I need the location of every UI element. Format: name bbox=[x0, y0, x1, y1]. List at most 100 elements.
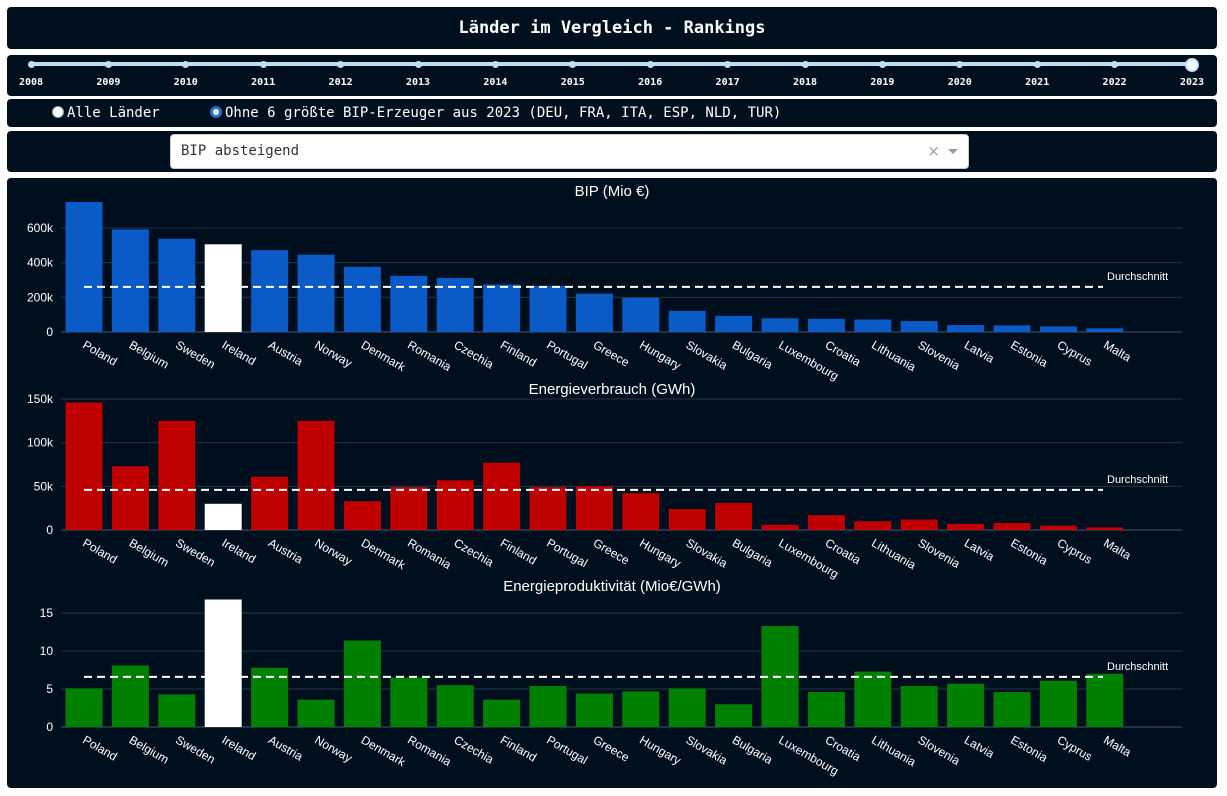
chart1-bar-croatia bbox=[807, 318, 845, 332]
slider-tick-2018[interactable] bbox=[801, 61, 809, 68]
chart3-xtick-label: Belgium bbox=[127, 733, 172, 767]
chart2-bar-finland bbox=[483, 462, 521, 530]
slider-tick-2011[interactable] bbox=[259, 61, 267, 68]
chart1-ytick-label: 200k bbox=[27, 290, 54, 304]
slider-tick-2021[interactable] bbox=[1033, 61, 1041, 68]
slider-tick-2009[interactable] bbox=[104, 61, 112, 68]
chart2-xtick-label: Romania bbox=[405, 536, 454, 572]
chart1-bar-malta bbox=[1086, 328, 1124, 332]
chart3-xtick-label: Portugal bbox=[544, 733, 590, 767]
slider-year-label-2022[interactable]: 2022 bbox=[1102, 77, 1127, 88]
slider-tick-2010[interactable] bbox=[182, 61, 190, 68]
chart3-xtick-label: Czechia bbox=[452, 733, 497, 767]
chart3-bar-hungary bbox=[622, 691, 660, 727]
slider-tick-2017[interactable] bbox=[724, 61, 732, 68]
chart1-ytick-label: 0 bbox=[46, 325, 53, 339]
chart1-xtick-label: Bulgaria bbox=[730, 338, 775, 372]
slider-tick-2012[interactable] bbox=[337, 61, 345, 68]
slider-tick-2008[interactable] bbox=[27, 61, 35, 68]
slider-tick-2019[interactable] bbox=[878, 61, 886, 68]
slider-year-label-2013[interactable]: 2013 bbox=[405, 77, 431, 88]
slider-handle[interactable] bbox=[1185, 58, 1199, 72]
chart1-bar-norway bbox=[297, 254, 335, 332]
chart1-xtick-label: Austria bbox=[266, 338, 306, 369]
chart3-xtick-label: Norway bbox=[312, 733, 354, 765]
chart3-bar-greece bbox=[575, 693, 613, 727]
chart1-average-label: Durchschnitt bbox=[1107, 271, 1168, 283]
sort-dropdown-panel: BIP absteigend × bbox=[7, 131, 1217, 172]
radio-button-unchecked[interactable] bbox=[52, 106, 64, 118]
chevron-down-icon[interactable] bbox=[948, 149, 958, 154]
slider-tick-2022[interactable] bbox=[1111, 61, 1119, 68]
chart1-ytick-label: 400k bbox=[27, 256, 54, 270]
chart1-xtick-label: Hungary bbox=[637, 338, 683, 373]
chart2-bar-hungary bbox=[622, 493, 660, 530]
chart1-xtick-label: Estonia bbox=[1008, 338, 1050, 370]
slider-tick-2015[interactable] bbox=[569, 61, 577, 68]
chart1-bar-belgium bbox=[111, 229, 149, 332]
chart2-xtick-label: Bulgaria bbox=[730, 536, 775, 570]
charts-panel: BIP (Mio €) 0 200k 400k 600k Poland Belgium Swe… bbox=[7, 178, 1217, 788]
radio-label-without: Ohne 6 größte BIP-Erzeuger aus 2023 (DEU… bbox=[225, 105, 782, 121]
chart1-bar-ireland bbox=[204, 244, 242, 332]
chart2-bar-latvia bbox=[947, 523, 985, 530]
slider-year-label-2009[interactable]: 2009 bbox=[96, 77, 121, 88]
chart3-title: Energieproduktivität (Mio€/GWh) bbox=[503, 578, 721, 595]
chart2-xtick-label: Cyprus bbox=[1055, 536, 1095, 567]
slider-year-label-2008[interactable]: 2008 bbox=[18, 77, 44, 88]
sort-dropdown[interactable]: BIP absteigend × bbox=[170, 134, 969, 169]
slider-year-label-2015[interactable]: 2015 bbox=[560, 77, 585, 88]
year-slider[interactable]: 2008 2009 2010 2011 2012 2013 2014 2015 2016 2017… bbox=[7, 55, 1217, 96]
chart2-bar-luxembourg bbox=[761, 524, 799, 530]
slider-year-label-2017[interactable]: 2017 bbox=[715, 77, 740, 88]
chart2-bar-estonia bbox=[993, 523, 1031, 530]
slider-tick-2013[interactable] bbox=[414, 61, 422, 68]
year-slider-track[interactable]: 2008 2009 2010 2011 2012 2013 2014 2015 2016 2017… bbox=[7, 55, 1217, 96]
slider-year-label-2016[interactable]: 2016 bbox=[638, 77, 663, 88]
chart2-xtick-label: Slovakia bbox=[684, 536, 731, 571]
chart1-xtick-label: Sweden bbox=[173, 338, 218, 372]
chart3-bar-romania bbox=[390, 677, 428, 727]
chart2-average-label: Durchschnitt bbox=[1107, 474, 1168, 486]
slider-year-label-2012[interactable]: 2012 bbox=[328, 77, 353, 88]
chart3-ytick-label: 5 bbox=[46, 682, 53, 696]
chart3-xtick-label: Hungary bbox=[637, 733, 683, 768]
chart2-xtick-label: Estonia bbox=[1008, 536, 1050, 568]
chart1-xtick-label: Ireland bbox=[220, 338, 259, 368]
chart1-bar-hungary bbox=[622, 297, 660, 332]
chart3-bar-estonia bbox=[993, 692, 1031, 727]
slider-year-label-2023[interactable]: 2023 bbox=[1179, 77, 1205, 88]
chart3-xtick-label: Finland bbox=[498, 733, 539, 765]
chart3-average-label: Durchschnitt bbox=[1107, 661, 1168, 673]
chart1-bar-finland bbox=[483, 284, 521, 332]
slider-tick-2014[interactable] bbox=[491, 61, 499, 68]
radio-all-countries[interactable]: Alle Länder bbox=[52, 105, 160, 121]
slider-year-label-2019[interactable]: 2019 bbox=[870, 77, 895, 88]
chart1-bar-austria bbox=[251, 250, 289, 332]
slider-tick-2020[interactable] bbox=[956, 61, 964, 68]
chart3-xtick-label: Malta bbox=[1101, 733, 1134, 760]
slider-year-label-2018[interactable]: 2018 bbox=[792, 77, 818, 88]
close-icon[interactable]: × bbox=[927, 142, 940, 160]
chart2-xtick-label: Sweden bbox=[173, 536, 218, 570]
chart2-bar-portugal bbox=[529, 487, 567, 530]
chart2-title: Energieverbrauch (GWh) bbox=[529, 381, 696, 398]
slider-year-label-2021[interactable]: 2021 bbox=[1025, 77, 1050, 88]
slider-tick-2016[interactable] bbox=[646, 61, 654, 68]
chart3-bar-slovenia bbox=[900, 686, 938, 727]
radio-button-checked[interactable] bbox=[210, 106, 222, 118]
slider-year-label-2014[interactable]: 2014 bbox=[483, 77, 508, 88]
chart3-xtick-label: Romania bbox=[405, 733, 454, 769]
slider-rail[interactable] bbox=[31, 62, 1193, 66]
slider-year-label-2010[interactable]: 2010 bbox=[173, 77, 198, 88]
chart2-bar-poland bbox=[65, 402, 103, 530]
chart1-bar-lithuania bbox=[854, 319, 892, 332]
chart2-bar-malta bbox=[1086, 527, 1124, 530]
slider-year-label-2011[interactable]: 2011 bbox=[251, 77, 276, 88]
chart3-xtick-label: Poland bbox=[80, 733, 119, 764]
chart1-bar-greece bbox=[575, 293, 613, 332]
slider-year-label-2020[interactable]: 2020 bbox=[947, 77, 972, 88]
chart1-bar-luxembourg bbox=[761, 318, 799, 332]
chart3-xtick-label: Lithuania bbox=[869, 733, 918, 770]
radio-without-largest[interactable]: Ohne 6 größte BIP-Erzeuger aus 2023 (DEU… bbox=[210, 105, 781, 121]
